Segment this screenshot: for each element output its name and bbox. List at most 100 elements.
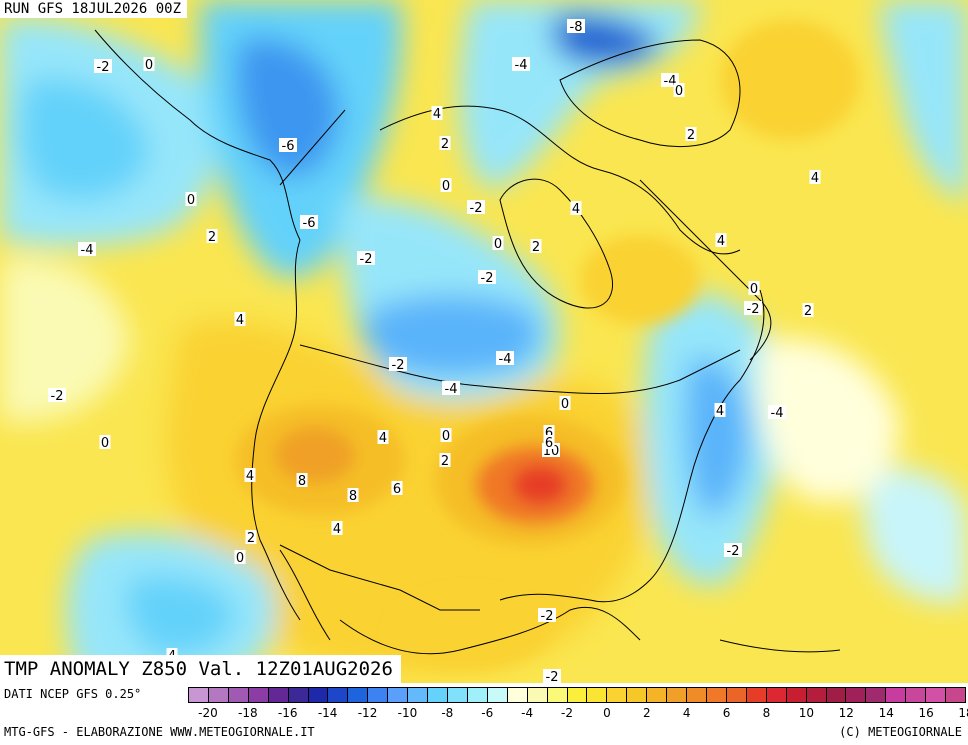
colorbar-swatch <box>806 688 827 702</box>
isoline-label: 0 <box>673 83 685 99</box>
colorbar-tick-label: -10 <box>397 706 418 720</box>
colorbar-swatch <box>846 688 867 702</box>
isoline-label: 2 <box>439 453 451 469</box>
isoline-label-background <box>802 303 814 317</box>
colorbar-ticks: -20 -18 -16 -14 -12 -10 -8 -6 -4 -2 0 2 4 6 8 10 12 14 16 1… <box>188 706 968 722</box>
colorbar-swatch <box>926 688 947 702</box>
coastline-baja <box>279 549 331 641</box>
colorbar-swatch <box>627 688 648 702</box>
coastline-greenland <box>559 39 741 148</box>
colorbar-swatch <box>687 688 707 702</box>
isoline-label: 0 <box>234 550 246 566</box>
isoline-label-text: -4 <box>664 74 677 89</box>
isoline-label: 0 <box>559 396 571 412</box>
isoline-label-background <box>94 59 112 73</box>
isoline-label-text: -2 <box>481 271 494 286</box>
coastline-mexico <box>339 606 641 655</box>
isoline-label: 4 <box>714 403 726 419</box>
isoline-label: -8 <box>567 19 585 35</box>
colorbar-swatch <box>886 688 907 702</box>
isoline-label-background <box>279 138 297 152</box>
isoline-label: 6 <box>543 425 555 441</box>
isoline-label-text: -2 <box>51 389 64 404</box>
isoline-label-background <box>439 136 451 150</box>
isoline-label: 6 <box>543 435 555 451</box>
isoline-label-background <box>440 428 452 442</box>
isoline-label-background <box>391 481 403 495</box>
isoline-label-background <box>296 473 308 487</box>
colorbar-swatch <box>487 688 508 702</box>
colorbar-tick-label: -18 <box>238 706 258 720</box>
colorbar-swatch <box>308 688 329 702</box>
isoline-label: 4 <box>377 430 389 446</box>
temperature-anomaly-map: -8 -6 -2 0 -4 -4 0 4 2 2 -6 0 4 0 -2 4 -4 2 -2 0 2 4 -2 -2 0 4 2 -2… <box>0 0 968 683</box>
isoline-label-text: 0 <box>675 84 683 99</box>
isoline-label-text: 0 <box>187 193 195 208</box>
colorbar-swatch <box>706 688 727 702</box>
colorbar <box>188 687 966 703</box>
colorbar-swatch <box>547 688 568 702</box>
isoline-label-background <box>809 170 821 184</box>
isoline-label-text: 0 <box>145 58 153 73</box>
field-pale-atlantic <box>757 338 900 502</box>
field-warm-belt <box>165 319 653 673</box>
colorbar-tick-label: -14 <box>317 706 338 720</box>
isoline-label: 4 <box>809 170 821 186</box>
isoline-label-text: 4 <box>716 404 724 419</box>
colorbar-swatch <box>607 688 628 702</box>
isoline-label-text: 6 <box>545 426 553 441</box>
isoline-label: 0 <box>440 178 452 194</box>
isoline-label: 0 <box>185 192 197 208</box>
isoline-label: -4 <box>78 242 96 258</box>
isoline-label-text: 0 <box>442 429 450 444</box>
isoline-label-text: 2 <box>687 128 695 143</box>
field-central-warm-core <box>512 465 568 505</box>
isoline-label-text: -6 <box>303 216 316 231</box>
isoline-label: 0 <box>440 428 452 444</box>
colorbar-swatch <box>288 688 309 702</box>
isoline-label-background <box>245 530 257 544</box>
isoline-label-text: -4 <box>499 352 512 367</box>
colorbar-tick-label: 10 <box>798 706 815 720</box>
isoline-label-text: -2 <box>747 302 760 317</box>
isoline-label-background <box>244 468 256 482</box>
isoline-label-text: 4 <box>333 522 341 537</box>
isoline-label-text: 4 <box>236 313 244 328</box>
isoline-label-text: 2 <box>441 137 449 152</box>
isoline-label-text: 6 <box>545 436 553 451</box>
colorbar-tick-label: -4 <box>521 706 534 720</box>
colorbar-tick-label: 18 <box>958 706 968 720</box>
isoline-label: -2 <box>48 388 66 404</box>
data-source-label: DATI NCEP GFS 0.25° <box>4 687 142 701</box>
border-us-canada <box>299 344 741 395</box>
isoline-label-background <box>439 453 451 467</box>
isoline-label-background <box>567 19 585 33</box>
isoline-label-text: -2 <box>727 544 740 559</box>
isoline-label-background <box>543 669 561 683</box>
colorbar-tick-label: 4 <box>682 706 691 720</box>
field-northatl-cold <box>880 0 968 200</box>
map-title: TMP ANOMALY Z850 Val. 12Z01AUG2026 <box>0 655 401 683</box>
colorbar-tick-label: -6 <box>481 706 494 720</box>
isoline-label-text: -6 <box>282 139 295 154</box>
isoline-label-text: -2 <box>470 201 483 216</box>
isoline-label: -2 <box>724 543 742 559</box>
isoline-label-background <box>389 357 407 371</box>
isoline-label-background <box>234 312 246 326</box>
isoline-label-background <box>543 425 555 439</box>
isoline-label-background <box>543 435 555 449</box>
isoline-label-text: -8 <box>570 20 583 35</box>
isoline-label-text: 4 <box>379 431 387 446</box>
isoline-label-background <box>570 201 582 215</box>
isoline-label-background <box>512 57 530 71</box>
isoline-label-background <box>431 106 443 120</box>
credits-left: MTG-GFS - ELABORAZIONE WWW.METEOGIORNALE… <box>4 725 315 739</box>
isoline-label: 6 <box>391 481 403 497</box>
isoline-label-background <box>492 236 504 250</box>
legend-footer: DATI NCEP GFS 0.25° -20 -18 -16 -14 -12 -10 -8… <box>0 683 968 745</box>
colorbar-swatch <box>408 688 429 702</box>
colorbar-swatch <box>667 688 688 702</box>
isoline-label-background <box>357 251 375 265</box>
colorbar-swatch <box>328 688 349 702</box>
colorbar-tick-label: 16 <box>918 706 934 720</box>
